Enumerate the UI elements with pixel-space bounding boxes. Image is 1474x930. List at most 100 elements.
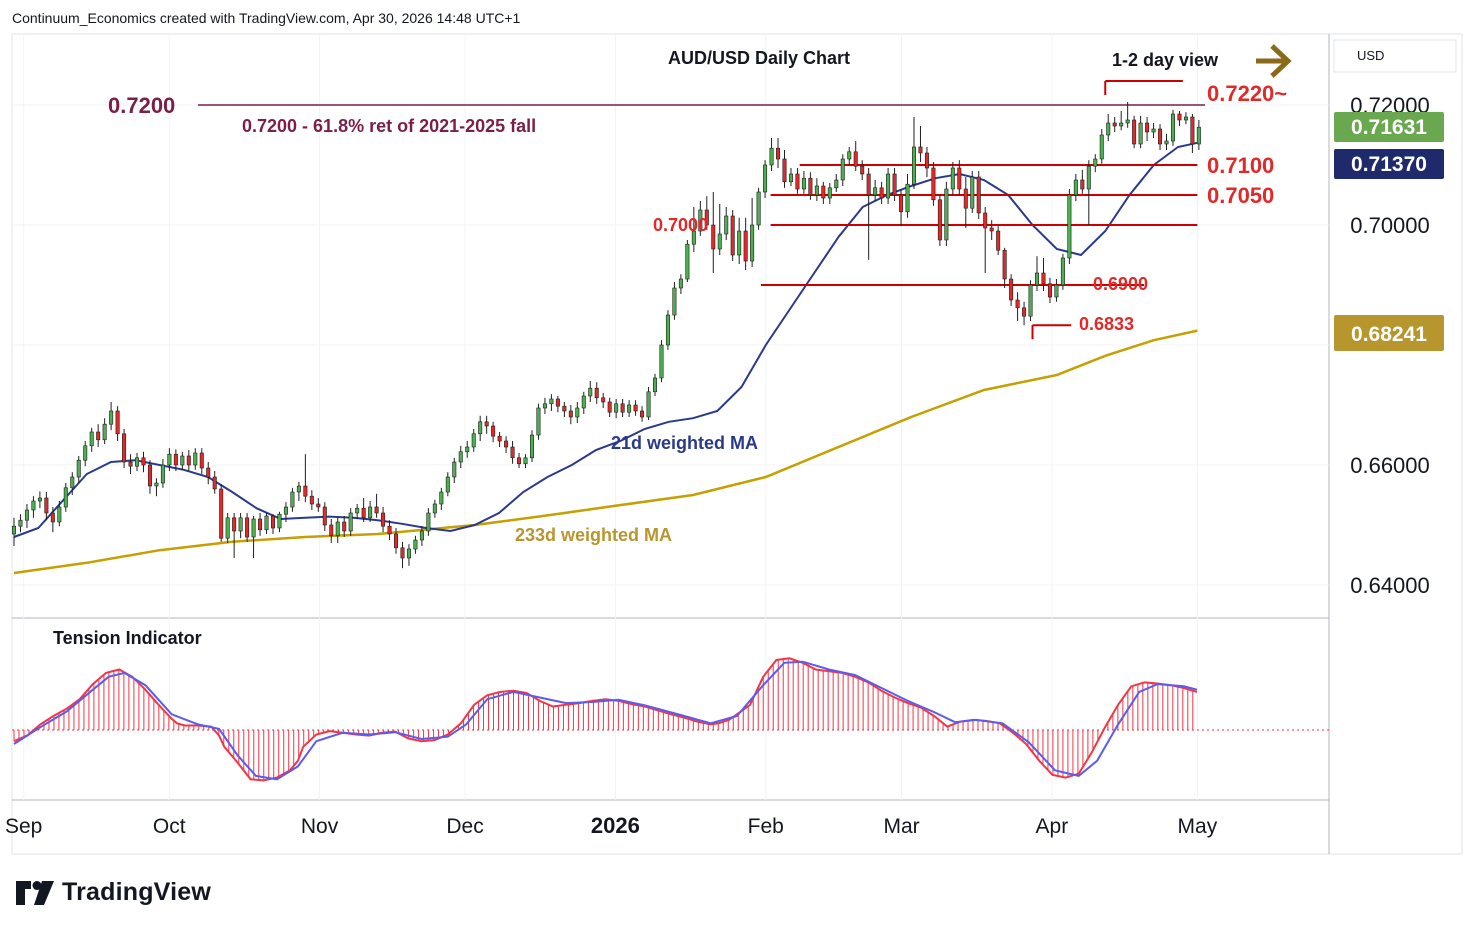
candle-body <box>50 512 55 523</box>
candle-body <box>873 187 878 196</box>
candle-body <box>400 547 405 559</box>
candle-body <box>1190 116 1195 145</box>
candle-body <box>542 403 547 409</box>
candle-body <box>523 457 528 465</box>
candle-body <box>374 506 379 514</box>
candle-body <box>258 518 263 531</box>
view-label: 1-2 day view <box>1112 50 1219 70</box>
candle-body <box>672 287 677 316</box>
candle-body <box>821 185 826 199</box>
candle-body <box>950 167 955 190</box>
candle-body <box>536 407 541 436</box>
currency-label: USD <box>1357 48 1384 63</box>
candle-body <box>763 164 768 193</box>
candle-body <box>1158 128 1163 145</box>
level-label-6900: 0.6900 <box>1093 274 1148 294</box>
candle-body <box>238 517 243 532</box>
candle-body <box>206 467 211 478</box>
time-axis[interactable]: Sep Oct Nov Dec 2026 Feb Mar Apr May <box>5 813 1218 838</box>
candle-body <box>769 147 774 166</box>
candle-body <box>394 533 399 549</box>
x-tick-label: 2026 <box>591 813 640 838</box>
candle-body <box>1047 283 1052 298</box>
candle-body <box>109 410 114 425</box>
candle-body <box>361 507 366 519</box>
candle-body <box>497 435 502 442</box>
candle-body <box>1196 126 1201 145</box>
candle-body <box>406 548 411 559</box>
last-price-badge: 0.71631 <box>1334 112 1444 142</box>
candle-body <box>517 457 522 465</box>
candle-body <box>1099 134 1104 160</box>
candle-body <box>115 410 120 435</box>
tension-indicator <box>12 657 1329 782</box>
candle-body <box>1151 128 1156 133</box>
tradingview-logo[interactable]: TradingView <box>16 878 211 907</box>
ma233-path <box>13 329 1198 575</box>
candle-body <box>737 230 742 256</box>
candle-body <box>575 407 580 418</box>
candle-body <box>607 401 612 413</box>
candle-body <box>717 233 722 250</box>
candle-body <box>57 506 62 523</box>
ma21-badge-text: 0.71370 <box>1351 153 1427 176</box>
candle-body <box>1080 179 1085 190</box>
candle-body <box>264 515 269 531</box>
candle-body <box>342 521 347 532</box>
retracement-note: 0.7200 - 61.8% ret of 2021-2025 fall <box>242 116 536 136</box>
candle-body <box>471 433 476 448</box>
level-label-7220: 0.7220~ <box>1207 81 1287 106</box>
candle-body <box>685 243 690 280</box>
candle-body <box>653 377 658 393</box>
candle-body <box>1132 119 1137 145</box>
candle-body <box>1093 158 1098 167</box>
currency-box[interactable] <box>1333 39 1457 73</box>
candle-body <box>296 485 301 493</box>
candle-body <box>76 459 81 478</box>
candle-body <box>1002 249 1007 280</box>
candle-body <box>698 209 703 232</box>
candle-body <box>529 434 534 459</box>
candle-body <box>782 158 787 183</box>
level-label-7100: 0.7100 <box>1207 153 1274 178</box>
candle-body <box>329 524 334 537</box>
candle-body <box>1177 113 1182 121</box>
candle-body <box>834 179 839 189</box>
candle-body <box>316 503 321 508</box>
candle-body <box>277 513 282 529</box>
candle-body <box>303 485 308 497</box>
x-tick-label: Nov <box>301 815 339 838</box>
candle-body <box>96 431 101 441</box>
ma21-path <box>13 141 1198 538</box>
x-tick-label: Sep <box>5 815 42 838</box>
candle-body <box>89 431 94 447</box>
level-label-7000: 0.7000 <box>653 215 708 235</box>
candle-body <box>931 167 936 201</box>
candle-body <box>484 421 489 427</box>
candle-body <box>581 395 586 409</box>
candle-body <box>413 539 418 550</box>
candle-body <box>756 191 761 226</box>
candle-body <box>193 452 198 466</box>
candle-body <box>795 173 800 190</box>
candle-body <box>633 404 638 412</box>
candle-body <box>232 517 237 532</box>
candlesticks <box>12 102 1201 569</box>
candle-body <box>128 461 133 467</box>
x-tick-label: Dec <box>446 815 483 838</box>
x-tick-label: Oct <box>153 815 186 838</box>
candle-body <box>322 506 327 526</box>
candle-body <box>711 224 716 250</box>
candle-body <box>426 512 431 532</box>
candle-body <box>335 521 340 537</box>
candle-body <box>568 410 573 418</box>
candle-body <box>555 398 560 407</box>
candle-body <box>983 212 988 229</box>
candle-body <box>866 173 871 196</box>
candle-body <box>646 391 651 418</box>
candle-body <box>1086 165 1091 190</box>
candle-body <box>83 445 88 461</box>
chart-title: AUD/USD Daily Chart <box>668 48 850 68</box>
